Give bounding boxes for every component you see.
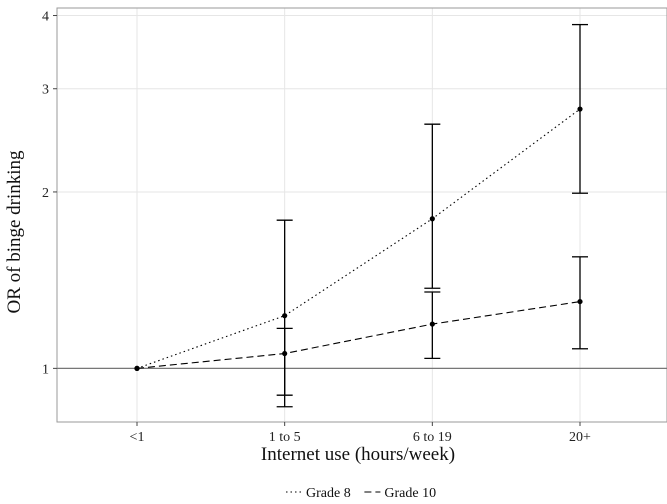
y-tick-label: 4	[42, 10, 49, 25]
series-1	[134, 256, 588, 408]
legend-label: Grade 8	[306, 486, 351, 501]
data-point	[282, 313, 288, 319]
y-axis-title: OR of binge drinking	[4, 150, 25, 314]
series-line	[136, 301, 581, 369]
y-tick-label: 1	[42, 362, 49, 377]
x-tick-label: <1	[130, 430, 145, 445]
y-tick-label: 2	[42, 186, 49, 201]
series-0	[134, 23, 588, 396]
legend-label: Grade 10	[384, 486, 436, 501]
data-point	[134, 365, 140, 371]
data-point	[282, 350, 288, 357]
grid-layer	[57, 8, 667, 422]
data-point	[429, 216, 435, 222]
x-tick-label: 6 to 19	[413, 430, 452, 445]
data-point	[577, 106, 583, 112]
data-point	[429, 321, 435, 327]
series-layer	[134, 23, 588, 408]
series-line	[136, 108, 581, 369]
plot-panel	[56, 7, 667, 423]
x-axis-title: Internet use (hours/week)	[261, 444, 455, 465]
data-point	[577, 298, 583, 305]
axes-layer: 1 2 3 4 <1 1 to 5 6 to 19 20+	[42, 7, 667, 445]
legend: Grade 8 Grade 10	[286, 486, 436, 501]
x-tick-label: 20+	[569, 430, 591, 445]
x-tick-label: 1 to 5	[269, 430, 301, 445]
y-tick-label: 3	[42, 83, 49, 98]
